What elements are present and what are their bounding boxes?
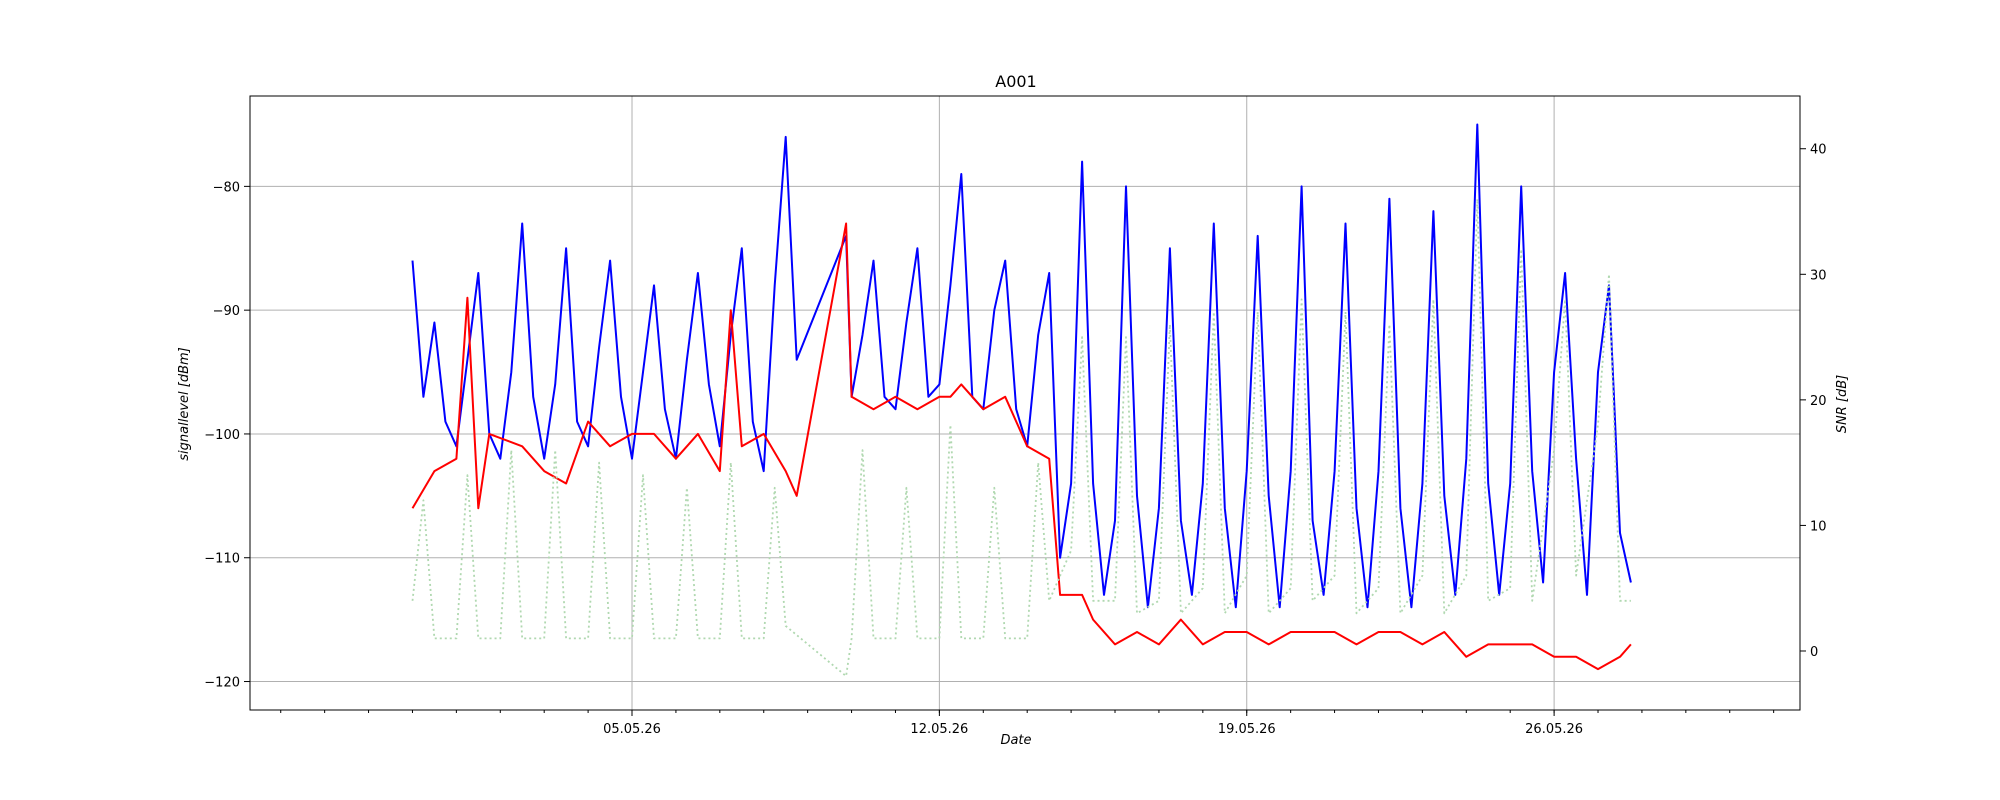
- y-left-tick-label-1: −90: [213, 304, 240, 319]
- y-right-tick-label-2: 20: [1810, 394, 1827, 409]
- chart-title: A001: [995, 72, 1036, 91]
- y-axis-right-label: SNR [dB]: [1835, 375, 1850, 433]
- x-tick-label-0: 05.05.26: [603, 722, 661, 737]
- y-right-tick-label-0: 40: [1810, 143, 1827, 158]
- x-tick-label-3: 26.05.26: [1525, 722, 1583, 737]
- axes-layer: 05.05.26 12.05.26 19.05.26 26.05.26 −80 −90 −1…: [204, 95, 1827, 737]
- y-left-tick-label-4: −120: [204, 676, 240, 691]
- plot-frame: [249, 95, 1801, 711]
- series-line-1: [411, 222, 1632, 671]
- y-axis-left-label: signallevel [dBm]: [177, 347, 192, 460]
- y-left-tick-label-0: −80: [213, 180, 240, 195]
- y-left-tick-label-3: −110: [204, 552, 240, 567]
- x-axis-label: Date: [1000, 733, 1031, 748]
- y-right-tick-label-1: 30: [1810, 268, 1827, 283]
- series-layer: [411, 123, 1632, 677]
- x-tick-label-1: 12.05.26: [910, 722, 968, 737]
- series-line-0: [411, 123, 1632, 609]
- x-tick-label-2: 19.05.26: [1218, 722, 1276, 737]
- y-right-tick-label-3: 10: [1810, 519, 1827, 534]
- y-left-tick-label-2: −100: [204, 428, 240, 443]
- y-right-tick-label-4: 0: [1810, 645, 1818, 660]
- grid-layer: [250, 96, 1800, 710]
